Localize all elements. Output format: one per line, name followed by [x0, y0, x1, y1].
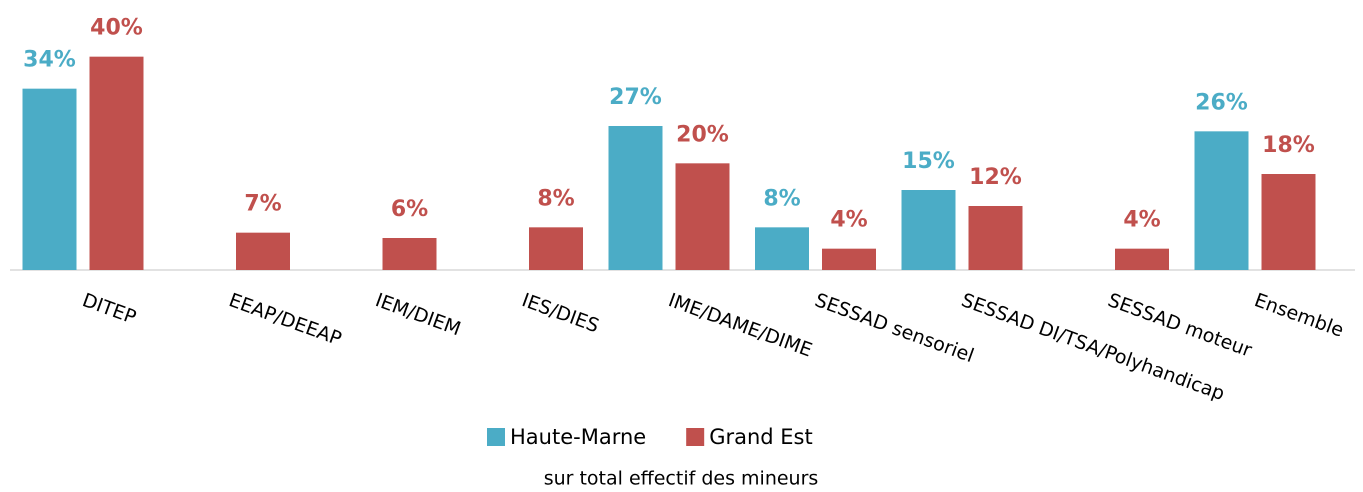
bar [901, 190, 956, 270]
value-label: 20% [676, 122, 729, 147]
value-label: 6% [391, 197, 428, 222]
bar [89, 56, 144, 270]
value-label: 26% [1195, 90, 1248, 115]
value-label: 27% [609, 85, 662, 110]
value-label: 18% [1262, 133, 1315, 158]
bar [236, 232, 290, 270]
x-tick-label: EEAP/DEEAP [226, 289, 344, 350]
x-tick-label: SESSAD DI/TSA/Polyhandicap [958, 289, 1227, 405]
bar [1261, 174, 1316, 270]
legend-swatch [686, 428, 705, 446]
bar [22, 88, 77, 271]
bar [675, 163, 730, 270]
legend-label: Haute-Marne [510, 425, 646, 449]
legend-swatch [487, 428, 505, 446]
chart-subtitle: sur total effectif des mineurs [544, 468, 819, 490]
x-tick-label: SESSAD sensoriel [812, 289, 977, 367]
value-label: 15% [902, 149, 955, 174]
legend: Haute-Marne Grand Est [487, 425, 813, 449]
x-tick-label: IEM/DIEM [372, 289, 463, 340]
value-label: 4% [830, 208, 867, 233]
x-tick-label: DITEP [79, 289, 139, 329]
bar [755, 227, 809, 270]
value-label: 8% [763, 186, 800, 211]
value-label: 12% [969, 165, 1022, 190]
value-label: 40% [90, 16, 143, 41]
bar [968, 206, 1023, 270]
bar [1194, 131, 1249, 270]
bar [1115, 248, 1169, 270]
value-label: 8% [537, 186, 574, 211]
x-tick-label: IES/DIES [519, 289, 602, 337]
bar [529, 227, 583, 270]
bar [822, 248, 876, 270]
x-tick-label: Ensemble [1251, 289, 1346, 342]
bar [608, 126, 663, 270]
value-label: 7% [244, 192, 281, 217]
bar [382, 238, 437, 270]
x-tick-label: IME/DAME/DIME [665, 289, 815, 361]
value-label: 34% [23, 48, 76, 73]
legend-label: Grand Est [709, 425, 813, 449]
value-label: 4% [1123, 208, 1160, 233]
